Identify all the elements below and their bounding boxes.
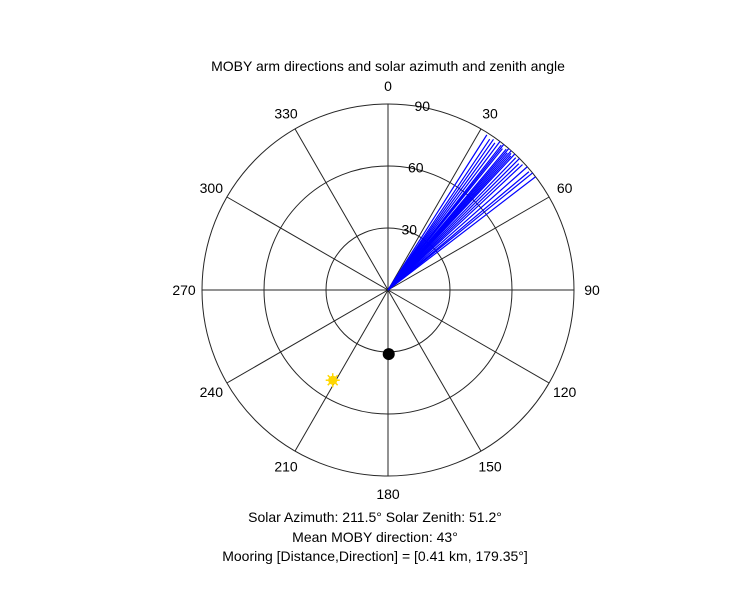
moby-arm-ray	[387, 164, 523, 291]
grid-spoke-30	[387, 128, 482, 291]
data-marks	[325, 134, 536, 388]
radial-tick-label: 60	[408, 160, 424, 176]
angle-tick-label: 30	[482, 105, 498, 121]
angle-tick-label: 150	[478, 459, 502, 475]
chart-title: MOBY arm directions and solar azimuth an…	[211, 58, 565, 74]
sun-ray	[327, 379, 334, 386]
sun-ray	[332, 379, 339, 386]
angle-tick-label: 60	[557, 180, 573, 196]
angle-tick-label: 0	[384, 78, 392, 94]
tick-labels: 0 30 60 90 120 150 180 210 240 270 300 330 30 60 90	[172, 78, 600, 502]
moby-arm-ray	[387, 166, 528, 291]
angle-tick-label: 90	[584, 282, 600, 298]
angle-tick-label: 120	[553, 384, 577, 400]
sun-ray	[332, 374, 339, 381]
mooring-marker	[382, 348, 395, 361]
grid-spoke-210	[294, 289, 389, 452]
moby-arm-ray	[387, 134, 488, 291]
moby-arm-ray	[387, 172, 533, 291]
moby-arm-ray	[387, 176, 536, 291]
grid-spoke-60	[387, 196, 550, 291]
angle-tick-label: 240	[200, 384, 224, 400]
mean-direction-caption: Mean MOBY direction: 43°	[292, 529, 458, 545]
sun-marker	[325, 373, 340, 388]
sun-ray	[327, 374, 334, 381]
angle-tick-label: 180	[376, 486, 400, 502]
angle-tick-label: 270	[172, 282, 196, 298]
angle-tick-label: 330	[274, 105, 298, 121]
grid-spoke-240	[226, 289, 389, 384]
mooring-caption: Mooring [Distance,Direction] = [0.41 km,…	[222, 548, 528, 564]
polar-grid	[201, 103, 575, 477]
grid-spoke-300	[226, 196, 389, 291]
grid-spoke-120	[387, 289, 550, 384]
angle-tick-label: 300	[200, 180, 224, 196]
grid-spoke-150	[387, 289, 482, 452]
angle-tick-label: 210	[274, 459, 298, 475]
radial-tick-label: 90	[414, 98, 430, 114]
grid-spoke-330	[294, 128, 389, 291]
radial-tick-label: 30	[401, 221, 417, 237]
solar-caption: Solar Azimuth: 211.5° Solar Zenith: 51.2…	[248, 509, 502, 525]
